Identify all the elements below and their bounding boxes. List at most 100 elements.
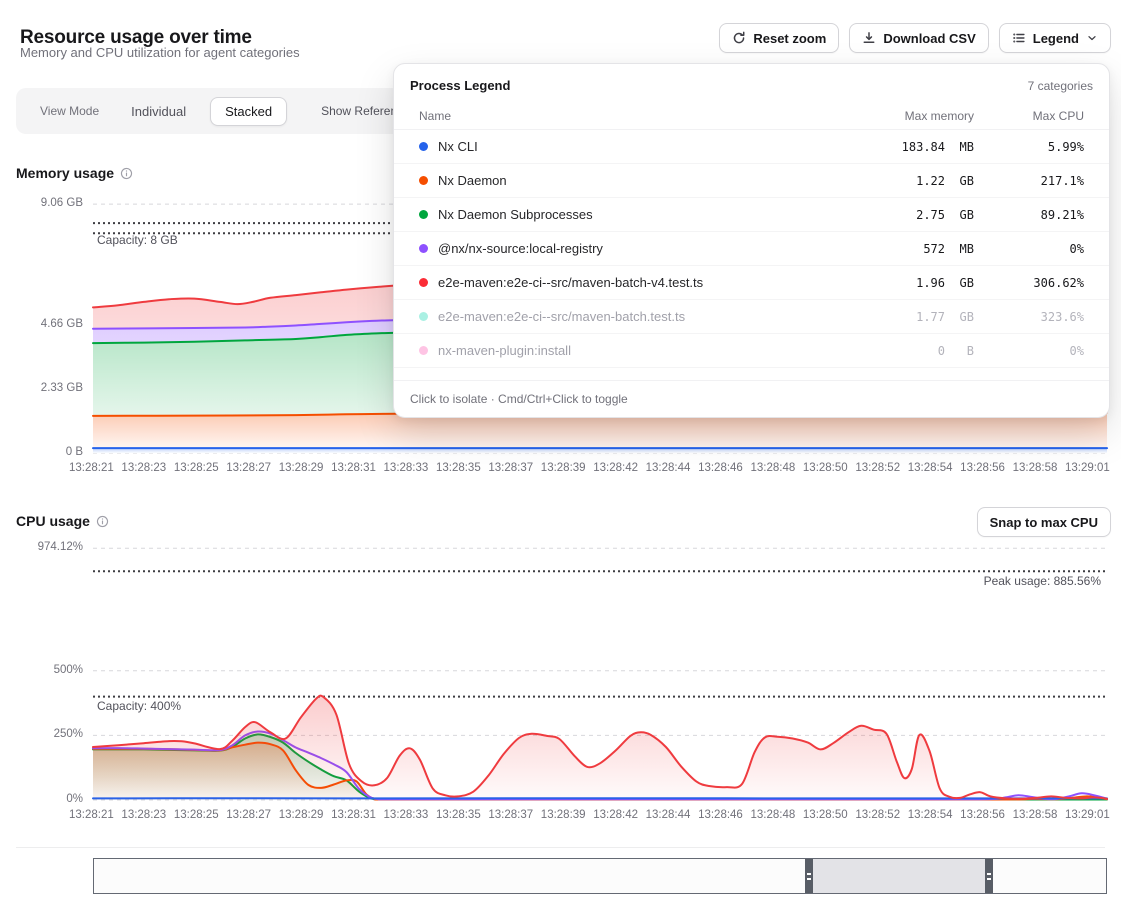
x-tick-label: 13:28:35: [435, 809, 481, 821]
series-color-dot: [419, 142, 428, 151]
memory-section-title-text: Memory usage: [16, 165, 115, 181]
series-color-dot: [419, 346, 428, 355]
y-tick-label: 250%: [53, 728, 83, 740]
x-tick-label: 13:28:33: [383, 809, 429, 821]
download-csv-label: Download CSV: [883, 30, 976, 46]
x-tick-label: 13:28:31: [331, 809, 376, 821]
legend-row-name: Nx Daemon Subprocesses: [419, 207, 844, 222]
cpu-capacity-label: Capacity: 400%: [97, 699, 182, 713]
legend-row[interactable]: @nx/nx-source:local-registry 572 MB 0%: [394, 232, 1109, 266]
y-tick-label: 974.12%: [37, 541, 83, 553]
legend-row[interactable]: Nx Daemon 1.22 GB 217.1%: [394, 164, 1109, 198]
x-tick-label: 13:28:42: [593, 809, 638, 821]
brush-selection[interactable]: [813, 859, 985, 893]
legend-row-max-memory: 1.96 GB: [916, 275, 974, 290]
refresh-icon: [732, 31, 746, 45]
legend-row-max-memory: 1.22 GB: [916, 173, 974, 188]
series-color-dot: [419, 278, 428, 287]
page-title: Resource usage over time: [20, 26, 252, 48]
brush-handle-right[interactable]: [985, 859, 993, 893]
legend-category-count: 7 categories: [1027, 78, 1093, 93]
view-mode-stacked-button[interactable]: Stacked: [210, 96, 288, 126]
x-tick-label: 13:28:44: [645, 462, 691, 474]
x-tick-label: 13:28:52: [855, 809, 901, 821]
y-tick-label: 500%: [53, 664, 83, 676]
x-tick-label: 13:29:01: [1065, 809, 1110, 821]
brush-handle-left[interactable]: [805, 859, 813, 893]
legend-col-name: Name: [419, 108, 452, 123]
cpu-section-title: CPU usage: [16, 513, 109, 529]
legend-row-max-cpu: 5.99%: [1047, 139, 1084, 154]
view-mode-individual-button[interactable]: Individual: [125, 103, 192, 120]
x-tick-label: 13:28:46: [698, 462, 743, 474]
legend-row-max-cpu: 89.21%: [1040, 207, 1084, 222]
legend-row-name: nx-maven-plugin:install: [419, 343, 844, 358]
x-tick-label: 13:28:39: [540, 809, 586, 821]
x-tick-label: 13:28:54: [907, 462, 953, 474]
legend-row[interactable]: e2e-maven:e2e-ci--src/maven-batch-v4.tes…: [394, 266, 1109, 300]
legend-row-name: Nx CLI: [419, 139, 844, 154]
legend-row-max-cpu: 0%: [1069, 343, 1084, 358]
x-tick-label: 13:28:25: [173, 809, 219, 821]
legend-row[interactable]: nx-maven-plugin:install 0 B 0%: [394, 334, 1109, 368]
legend-footer-hint: Click to isolate · Cmd/Ctrl+Click to tog…: [394, 380, 1109, 417]
cpu-chart[interactable]: [0, 535, 1121, 816]
legend-popup-header: Process Legend 7 categories: [394, 64, 1109, 102]
legend-row-name: e2e-maven:e2e-ci--src/maven-batch-v4.tes…: [419, 275, 844, 290]
x-tick-label: 13:28:52: [855, 462, 901, 474]
legend-row[interactable]: Nx Daemon Subprocesses 2.75 GB 89.21%: [394, 198, 1109, 232]
x-tick-label: 13:28:21: [69, 462, 114, 474]
legend-col-max-memory: Max memory: [904, 108, 974, 123]
x-tick-label: 13:28:37: [488, 462, 534, 474]
legend-row-max-cpu: 306.62%: [1033, 275, 1084, 290]
cpu-peak-usage-label: Peak usage: 885.56%: [983, 574, 1101, 588]
process-legend-popup: Process Legend 7 categories Name Max mem…: [393, 63, 1110, 418]
reset-zoom-button[interactable]: Reset zoom: [719, 23, 840, 53]
legend-row[interactable]: Nx CLI 183.84 MB 5.99%: [394, 130, 1109, 164]
x-tick-label: 13:28:27: [226, 462, 272, 474]
x-tick-label: 13:28:44: [645, 809, 691, 821]
legend-row[interactable]: e2e-maven:e2e-ci--src/maven-batch.test.t…: [394, 300, 1109, 334]
time-range-brush[interactable]: [93, 858, 1107, 894]
x-tick-label: 13:28:39: [540, 462, 586, 474]
legend-row-max-memory: 2.75 GB: [916, 207, 974, 222]
x-tick-label: 13:28:31: [331, 462, 376, 474]
memory-capacity-label: Capacity: 8 GB: [97, 233, 178, 247]
view-mode-label: View Mode: [40, 104, 100, 118]
download-csv-button[interactable]: Download CSV: [849, 23, 989, 53]
x-tick-label: 13:28:50: [802, 809, 848, 821]
legend-row-max-cpu: 323.6%: [1040, 309, 1084, 324]
reset-zoom-label: Reset zoom: [753, 30, 827, 46]
legend-row-max-memory: 1.77 GB: [916, 309, 974, 324]
legend-col-max-cpu: Max CPU: [1032, 108, 1084, 123]
x-tick-label: 13:29:01: [1065, 462, 1110, 474]
y-tick-label: 0 B: [65, 446, 83, 458]
x-tick-label: 13:28:56: [960, 462, 1005, 474]
x-tick-label: 13:28:58: [1012, 462, 1058, 474]
x-tick-label: 13:28:50: [802, 462, 848, 474]
info-icon[interactable]: [120, 167, 133, 180]
x-tick-label: 13:28:48: [750, 462, 796, 474]
x-tick-label: 13:28:23: [121, 809, 167, 821]
info-icon[interactable]: [96, 515, 109, 528]
legend-rows: Nx CLI 183.84 MB 5.99% Nx Daemon 1.22 GB 217.1%…: [394, 130, 1109, 368]
legend-button[interactable]: Legend: [998, 23, 1111, 53]
legend-table-header: Name Max memory Max CPU: [394, 102, 1109, 130]
x-tick-label: 13:28:21: [69, 809, 114, 821]
x-tick-label: 13:28:29: [278, 809, 324, 821]
divider: [16, 847, 1105, 848]
memory-x-axis: 13:28:21 13:28:23 13:28:25 13:28:27 13:28:29…: [69, 462, 1110, 474]
x-tick-label: 13:28:48: [750, 809, 796, 821]
legend-row-max-memory: 572 MB: [923, 241, 974, 256]
x-tick-label: 13:28:46: [698, 809, 743, 821]
chevron-down-icon: [1086, 32, 1098, 44]
x-tick-label: 13:28:58: [1012, 809, 1058, 821]
list-icon: [1012, 31, 1026, 45]
memory-section-title: Memory usage: [16, 165, 133, 181]
legend-row-name: @nx/nx-source:local-registry: [419, 241, 844, 256]
legend-row-name: e2e-maven:e2e-ci--src/maven-batch.test.t…: [419, 309, 844, 324]
view-mode-segmented-control: Individual Stacked: [125, 96, 288, 126]
snap-to-max-cpu-button[interactable]: Snap to max CPU: [976, 507, 1111, 537]
